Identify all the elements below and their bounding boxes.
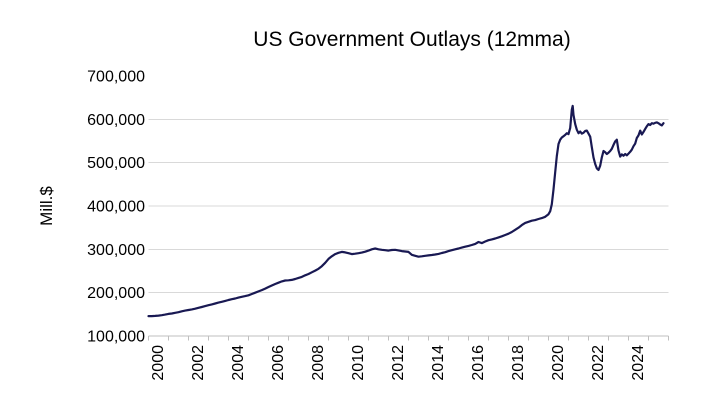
y-tick-label: 700,000: [87, 69, 145, 86]
y-tick-label: 200,000: [87, 285, 145, 302]
x-tick-label: 2016: [470, 345, 487, 381]
axes-layer: [148, 335, 669, 341]
x-tick-label: 2008: [310, 345, 327, 381]
x-tick-label: 2002: [190, 345, 207, 381]
data-series-line: [147, 104, 665, 318]
tick-labels-layer: 700,000 600,000 500,000 400,000 300,000 200,0…: [87, 69, 647, 381]
y-tick-label: 500,000: [87, 155, 145, 172]
x-tick-label: 2014: [430, 345, 447, 381]
x-tick-label: 2022: [590, 345, 607, 381]
series-layer: [147, 104, 665, 318]
chart-title: US Government Outlays (12mma): [253, 28, 570, 51]
x-tick-label: 2024: [630, 345, 647, 381]
x-tick-label: 2018: [510, 345, 527, 381]
x-tick-label: 2012: [390, 345, 407, 381]
y-tick-label: 400,000: [87, 199, 145, 216]
x-tick-label: 2004: [230, 345, 247, 381]
gridlines-layer: [148, 118, 669, 294]
x-tick-label: 2010: [350, 345, 367, 381]
x-tick-label: 2000: [150, 345, 167, 381]
x-tick-label: 2020: [550, 345, 567, 381]
y-tick-label: 600,000: [87, 112, 145, 129]
y-tick-label: 100,000: [87, 329, 145, 346]
y-axis-title: Mill.$: [37, 186, 56, 226]
x-tick-label: 2006: [270, 345, 287, 381]
y-tick-label: 300,000: [87, 242, 145, 259]
